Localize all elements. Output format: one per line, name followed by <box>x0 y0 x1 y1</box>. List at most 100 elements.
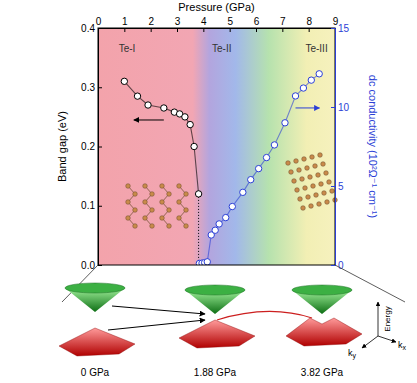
tick: 0.3 <box>81 82 102 93</box>
phase-label: Te-I <box>119 43 136 54</box>
tick-label: 4 <box>201 16 207 27</box>
atom <box>302 157 307 162</box>
atom <box>318 153 323 158</box>
data-point <box>145 102 151 108</box>
plot: 01234567890.00.10.20.30.4051015Te-ITe-II… <box>81 16 349 271</box>
tick-mark <box>203 28 204 32</box>
tick-mark <box>309 28 310 32</box>
atom <box>313 164 318 169</box>
tick-label: 0.3 <box>81 82 95 93</box>
pressure-label: 3.82 GPa <box>301 367 344 378</box>
tick-mark <box>98 87 102 88</box>
atom <box>177 200 182 205</box>
data-point <box>161 105 167 111</box>
data-point <box>263 154 269 160</box>
series-line <box>199 74 319 264</box>
tick-mark <box>124 28 125 32</box>
tick: 10 <box>331 102 350 113</box>
atom <box>294 159 299 164</box>
atom <box>300 177 305 182</box>
tick-label: 15 <box>338 23 350 34</box>
data-point <box>316 71 322 77</box>
tick-label: 0.0 <box>81 260 95 271</box>
valence-band <box>179 320 255 348</box>
data-point <box>182 114 188 120</box>
tick-label: 2 <box>148 16 154 27</box>
atom <box>126 184 131 189</box>
atom <box>317 202 322 207</box>
tick-mark <box>256 28 257 32</box>
atom <box>143 216 148 221</box>
data-point <box>134 93 140 99</box>
band-panels: 0 GPa1.88 GPa3.82 GPaEnergykxky <box>59 265 407 378</box>
atom <box>292 179 297 184</box>
data-point <box>300 85 306 91</box>
pressure-label: 1.88 GPa <box>194 367 237 378</box>
energy-axis <box>378 302 379 336</box>
tick: 5 <box>331 181 344 192</box>
tick-label: 3 <box>175 16 181 27</box>
plot-frame <box>98 28 335 265</box>
tick: 0.1 <box>81 200 102 211</box>
kx-axis <box>378 336 396 342</box>
atom <box>305 166 310 171</box>
atom <box>133 224 138 229</box>
tick: 1 <box>122 16 128 32</box>
tick: 0.2 <box>81 141 102 152</box>
atom <box>321 162 326 167</box>
tick: 0.4 <box>81 23 102 34</box>
tick-mark <box>331 186 335 187</box>
shift-arrow <box>108 320 205 330</box>
tick-mark <box>98 147 102 148</box>
data-point <box>187 121 193 127</box>
atom <box>330 189 335 194</box>
tick-label: 0 <box>96 16 102 27</box>
axis-arrow <box>296 107 320 108</box>
phase-label: Te-II <box>212 43 231 54</box>
atom <box>316 173 321 178</box>
structure-inset-right <box>286 153 338 211</box>
atom <box>324 171 329 176</box>
y2-axis: 051015 <box>331 23 350 271</box>
y-axis-title: Band gap (eV) <box>56 111 68 182</box>
atom <box>160 216 165 221</box>
data-point <box>271 142 277 148</box>
conduction-band-top <box>65 283 125 293</box>
atom <box>150 208 155 213</box>
zoom-line <box>335 265 405 302</box>
atom <box>311 184 316 189</box>
data-point <box>212 227 218 233</box>
tick: 6 <box>254 16 260 32</box>
tick-label: 5 <box>338 181 344 192</box>
data-point <box>216 221 222 227</box>
tick: 0.0 <box>81 260 102 271</box>
atom <box>160 184 165 189</box>
atom <box>160 200 165 205</box>
atom <box>150 224 155 229</box>
atom <box>310 155 315 160</box>
x-axis-title: Pressure (GPa) <box>178 1 254 13</box>
data-point <box>121 78 127 84</box>
tick: 15 <box>331 23 350 34</box>
atom <box>167 192 172 197</box>
atom <box>306 195 311 200</box>
tick-mark <box>230 28 231 32</box>
phase-label: Te-III <box>305 43 327 54</box>
conduction-band-top <box>185 285 245 295</box>
ky-axis <box>362 336 378 348</box>
valence-band <box>59 328 135 356</box>
tick-mark <box>98 265 102 266</box>
tick-mark <box>331 28 335 29</box>
tick-label: 5 <box>227 16 233 27</box>
structure-inset-left <box>126 184 189 229</box>
atom <box>308 175 313 180</box>
atom <box>143 184 148 189</box>
tick-mark <box>331 107 335 108</box>
transition-line <box>198 194 199 265</box>
atom <box>322 191 327 196</box>
data-point <box>292 93 298 99</box>
tick-mark <box>282 28 283 32</box>
data-point <box>223 214 229 220</box>
tick-mark <box>177 28 178 32</box>
tick-mark <box>151 28 152 32</box>
